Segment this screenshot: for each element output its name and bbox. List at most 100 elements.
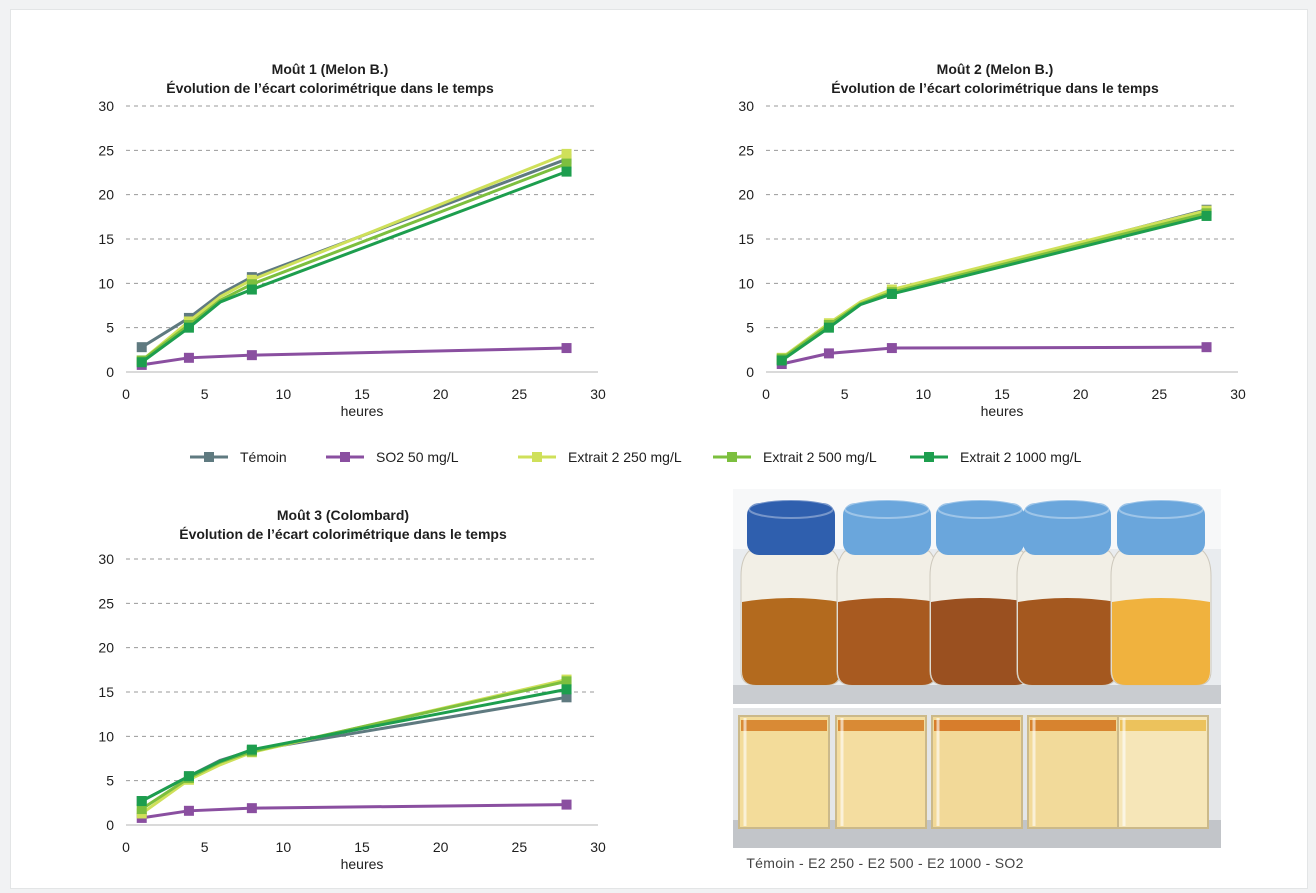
legend-item: Extrait 2 500 mg/L [713, 449, 877, 465]
cuvette-meniscus [1030, 720, 1116, 731]
cuvette [1117, 715, 1209, 829]
x-tick-label: 15 [354, 839, 370, 855]
cuvettes-illustration [733, 708, 1221, 848]
data-point-marker [823, 322, 834, 333]
legend-swatch-marker [340, 452, 350, 462]
data-point-marker [561, 158, 572, 169]
series-line [140, 162, 568, 362]
data-point-marker [183, 352, 194, 363]
y-tick-label: 15 [98, 231, 114, 247]
bottle-cap-top [937, 499, 1023, 519]
chart-title-line: Évolution de l’écart colorimétrique dans… [166, 80, 494, 96]
bottle-cap-top [748, 499, 834, 519]
legend-item: Témoin [190, 449, 287, 465]
y-tick-label: 0 [746, 364, 754, 380]
x-axis-title: heures [341, 856, 384, 872]
chart-mout-2: Moût 2 (Melon B.) Évolution de l’écart co… [738, 61, 1246, 419]
data-point-marker [561, 799, 572, 810]
data-point-marker [246, 744, 257, 755]
y-tick-label: 5 [106, 773, 114, 789]
x-tick-label: 0 [122, 386, 130, 402]
x-tick-label: 10 [276, 839, 292, 855]
data-point-marker [246, 803, 257, 814]
x-tick-label: 10 [916, 386, 932, 402]
x-tick-label: 0 [762, 386, 770, 402]
y-tick-label: 30 [98, 551, 114, 567]
cuvette-liquid [738, 715, 830, 829]
bottles-illustration [733, 489, 1221, 704]
bottle-liquid [931, 598, 1029, 685]
data-point-marker [561, 148, 572, 159]
photo-caption: Témoin - E2 250 - E2 500 - E2 1000 - SO2 [746, 855, 1024, 871]
chart-mout-3: Moût 3 (Colombard) Évolution de l’écart c… [98, 507, 606, 872]
chart-mout-1: Moût 1 (Melon B.) Évolution de l’écart co… [98, 61, 606, 419]
data-point-marker [183, 805, 194, 816]
series-line [141, 346, 567, 367]
data-point-marker [136, 796, 147, 807]
cuvette-meniscus [1120, 720, 1206, 731]
data-point-marker [183, 771, 194, 782]
y-tick-label: 5 [746, 320, 754, 336]
x-tick-label: 25 [512, 386, 528, 402]
x-tick-label: 30 [590, 386, 606, 402]
series-extrait-2-1000-mg-l [136, 166, 572, 368]
x-tick-label: 20 [433, 386, 449, 402]
x-tick-label: 15 [354, 386, 370, 402]
data-point-marker [246, 284, 257, 295]
data-point-marker [886, 343, 897, 354]
y-tick-label: 20 [98, 640, 114, 656]
cuvette-meniscus [838, 720, 924, 731]
chart-title-line: Moût 2 (Melon B.) [937, 61, 1054, 77]
data-point-marker [823, 348, 834, 359]
bottle-liquid [1018, 598, 1116, 685]
y-tick-label: 25 [738, 142, 754, 158]
x-tick-label: 15 [994, 386, 1010, 402]
x-tick-label: 20 [433, 839, 449, 855]
bottle-cap-top [1024, 499, 1110, 519]
series-line [781, 345, 1207, 366]
y-tick-label: 10 [98, 275, 114, 291]
x-tick-label: 25 [1152, 386, 1168, 402]
data-point-marker [136, 357, 147, 368]
series-line [780, 211, 1207, 360]
series-t-moin [136, 154, 572, 353]
y-tick-label: 0 [106, 817, 114, 833]
y-tick-label: 30 [738, 98, 754, 114]
cuvette [835, 715, 927, 829]
y-tick-label: 25 [98, 142, 114, 158]
legend-label: SO2 50 mg/L [376, 449, 459, 465]
legend-label: Extrait 2 1000 mg/L [960, 449, 1082, 465]
cuvette [738, 715, 830, 829]
bottles-photo [733, 489, 1221, 704]
x-tick-label: 5 [841, 386, 849, 402]
legend-swatch-marker [532, 452, 542, 462]
legend-item: SO2 50 mg/L [326, 449, 459, 465]
data-point-marker [246, 350, 257, 361]
series-line [140, 152, 568, 362]
series-line [141, 803, 567, 820]
series-extrait-2-500-mg-l [136, 158, 572, 366]
bottle-cap-top [844, 499, 930, 519]
data-point-marker [136, 804, 147, 815]
legend-label: Extrait 2 250 mg/L [568, 449, 682, 465]
x-axis-title: heures [981, 403, 1024, 419]
series-so2-50-mg-l [136, 799, 572, 823]
chart-title-line: Moût 1 (Melon B.) [272, 61, 389, 77]
bottle-liquid [742, 598, 840, 685]
bottle-cap-top [1118, 499, 1204, 519]
cuvettes-photo [733, 708, 1221, 848]
y-tick-label: 0 [106, 364, 114, 380]
chart-title-line: Évolution de l’écart colorimétrique dans… [179, 526, 507, 542]
data-point-marker [1201, 210, 1212, 221]
bottle [1110, 499, 1212, 686]
y-tick-label: 30 [98, 98, 114, 114]
data-point-marker [561, 692, 572, 703]
cuvette [931, 715, 1023, 829]
y-tick-label: 20 [98, 187, 114, 203]
series-t-moin [136, 692, 572, 807]
series-line [140, 678, 567, 815]
data-point-marker [561, 676, 572, 687]
x-tick-label: 20 [1073, 386, 1089, 402]
y-tick-label: 20 [738, 187, 754, 203]
